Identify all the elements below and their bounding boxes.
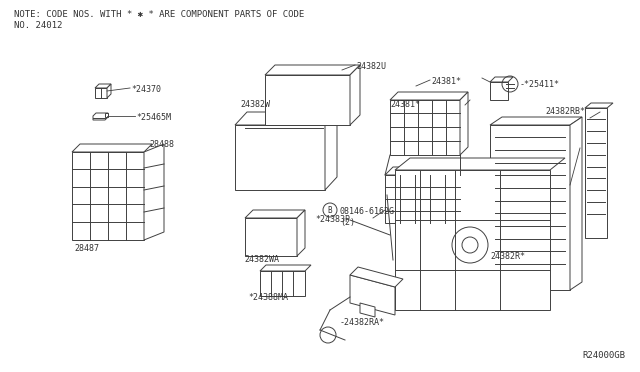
Text: 24382WA: 24382WA xyxy=(244,255,279,264)
Polygon shape xyxy=(395,170,550,310)
Polygon shape xyxy=(350,267,403,287)
Text: B: B xyxy=(328,205,332,215)
Polygon shape xyxy=(235,125,325,190)
Text: (2): (2) xyxy=(340,218,355,227)
Text: *24370: *24370 xyxy=(131,85,161,94)
Text: NO. 24012: NO. 24012 xyxy=(14,21,62,30)
Polygon shape xyxy=(297,210,305,256)
Text: 28487: 28487 xyxy=(74,244,99,253)
Polygon shape xyxy=(390,92,468,100)
Polygon shape xyxy=(460,92,468,155)
Polygon shape xyxy=(350,65,360,125)
Text: -24382RA*: -24382RA* xyxy=(340,318,385,327)
Polygon shape xyxy=(585,108,607,238)
Polygon shape xyxy=(325,112,337,190)
Polygon shape xyxy=(260,265,311,271)
Polygon shape xyxy=(245,210,305,218)
Polygon shape xyxy=(72,152,144,240)
Text: 24382R*: 24382R* xyxy=(490,252,525,261)
Polygon shape xyxy=(490,82,508,100)
Polygon shape xyxy=(395,158,565,170)
Polygon shape xyxy=(95,88,107,98)
Text: 24381*: 24381* xyxy=(431,77,461,86)
Polygon shape xyxy=(490,117,582,125)
Text: *24383P: *24383P xyxy=(315,215,350,224)
Polygon shape xyxy=(390,100,460,155)
Polygon shape xyxy=(105,113,108,117)
Polygon shape xyxy=(265,65,360,75)
Polygon shape xyxy=(72,144,152,152)
Polygon shape xyxy=(260,271,305,296)
Polygon shape xyxy=(490,125,570,290)
Text: 24381*: 24381* xyxy=(390,100,420,109)
Text: 28488: 28488 xyxy=(149,140,174,149)
Text: *24388MA: *24388MA xyxy=(248,293,288,302)
Text: *25465M: *25465M xyxy=(136,113,171,122)
Polygon shape xyxy=(95,84,111,88)
Polygon shape xyxy=(360,303,375,317)
Polygon shape xyxy=(490,77,513,82)
Polygon shape xyxy=(235,112,337,125)
Polygon shape xyxy=(570,117,582,290)
Polygon shape xyxy=(585,103,613,108)
Text: 08146-6162G: 08146-6162G xyxy=(340,207,395,216)
Polygon shape xyxy=(265,75,350,125)
Text: NOTE: CODE NOS. WITH * ✱ * ARE COMPONENT PARTS OF CODE: NOTE: CODE NOS. WITH * ✱ * ARE COMPONENT… xyxy=(14,10,304,19)
Text: R24000GB: R24000GB xyxy=(582,351,625,360)
Polygon shape xyxy=(385,167,468,175)
Polygon shape xyxy=(350,275,395,315)
Text: -*25411*: -*25411* xyxy=(520,80,560,89)
Polygon shape xyxy=(245,218,297,256)
Polygon shape xyxy=(107,84,111,98)
Text: 24382U: 24382U xyxy=(356,62,386,71)
Polygon shape xyxy=(385,175,460,223)
Polygon shape xyxy=(93,113,108,120)
Text: 24382RB*: 24382RB* xyxy=(545,107,585,116)
Text: 24382W: 24382W xyxy=(240,100,270,109)
Polygon shape xyxy=(144,144,164,240)
